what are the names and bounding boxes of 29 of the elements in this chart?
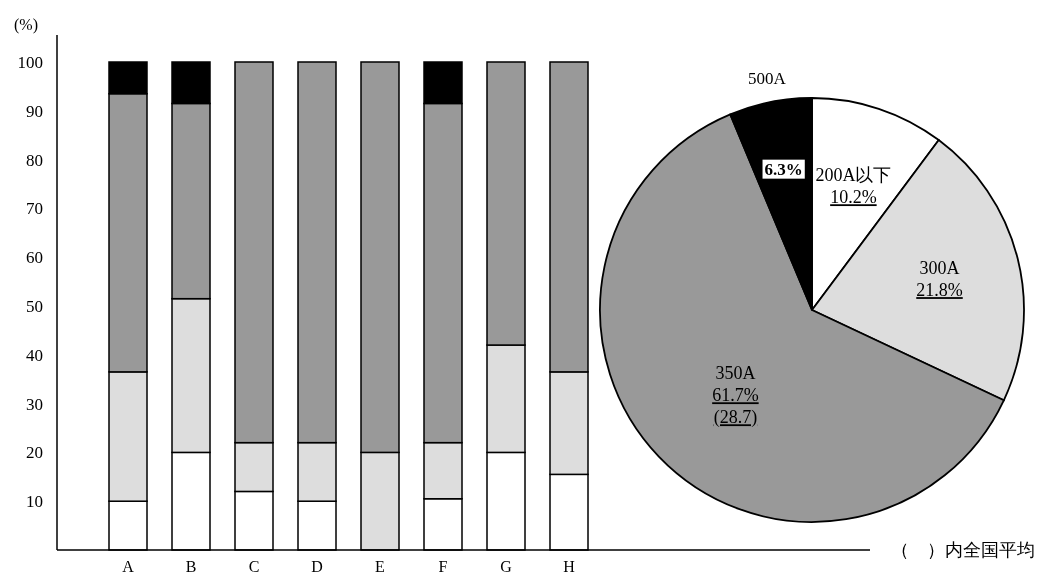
slice-label: 300A [919, 258, 960, 279]
y-tick-label: 70 [26, 199, 43, 219]
text: （ ）内全国平均 [891, 539, 1035, 560]
slice-label: 200A以下 [815, 165, 892, 186]
y-tick-label: 10 [26, 492, 43, 512]
x-tick-label: F [438, 558, 448, 573]
x-tick-label: H [563, 558, 576, 573]
y-tick-label: 30 [26, 394, 43, 414]
x-tick-label: G [500, 558, 513, 573]
y-tick-label: 60 [26, 248, 43, 268]
data-label: 10.2% [830, 187, 877, 208]
x-tick-label: E [375, 558, 385, 573]
x-tick-label: A [122, 558, 135, 573]
slice-label: 350A [715, 363, 756, 384]
y-tick-label: 80 [26, 150, 43, 170]
y-axis-title: (%) [14, 16, 38, 34]
data-label: 6.3% [764, 159, 803, 179]
x-tick-label: B [185, 558, 197, 573]
slice-label: 500A [747, 69, 787, 89]
data-label: 61.7% [712, 385, 759, 406]
y-tick-label: 40 [26, 345, 43, 365]
y-tick-label: 100 [17, 53, 43, 72]
data-label: 21.8% [916, 280, 963, 301]
x-tick-label: C [248, 558, 260, 573]
y-tick-label: 20 [26, 443, 43, 463]
y-tick-label: 90 [26, 101, 43, 121]
y-tick-label: 50 [26, 297, 43, 316]
x-tick-label: D [311, 558, 323, 573]
text: (28.7) [713, 407, 758, 429]
